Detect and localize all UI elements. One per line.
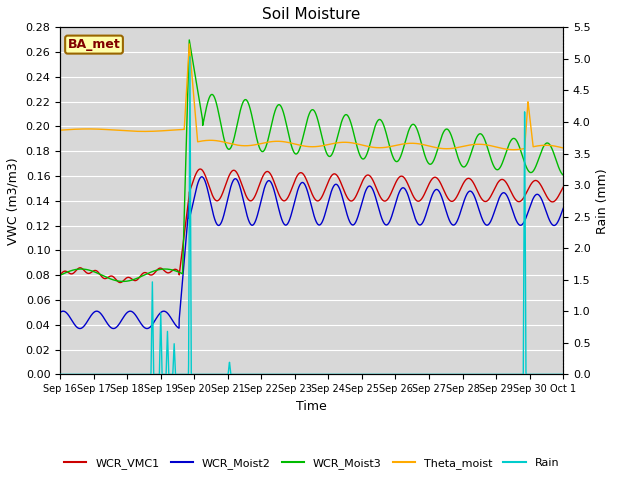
Title: Soil Moisture: Soil Moisture: [262, 7, 361, 22]
Y-axis label: Rain (mm): Rain (mm): [596, 168, 609, 234]
Legend: WCR_VMC1, WCR_Moist2, WCR_Moist3, Theta_moist, Rain: WCR_VMC1, WCR_Moist2, WCR_Moist3, Theta_…: [60, 453, 564, 473]
Y-axis label: VWC (m3/m3): VWC (m3/m3): [7, 157, 20, 245]
X-axis label: Time: Time: [296, 400, 327, 413]
Text: BA_met: BA_met: [68, 38, 120, 51]
